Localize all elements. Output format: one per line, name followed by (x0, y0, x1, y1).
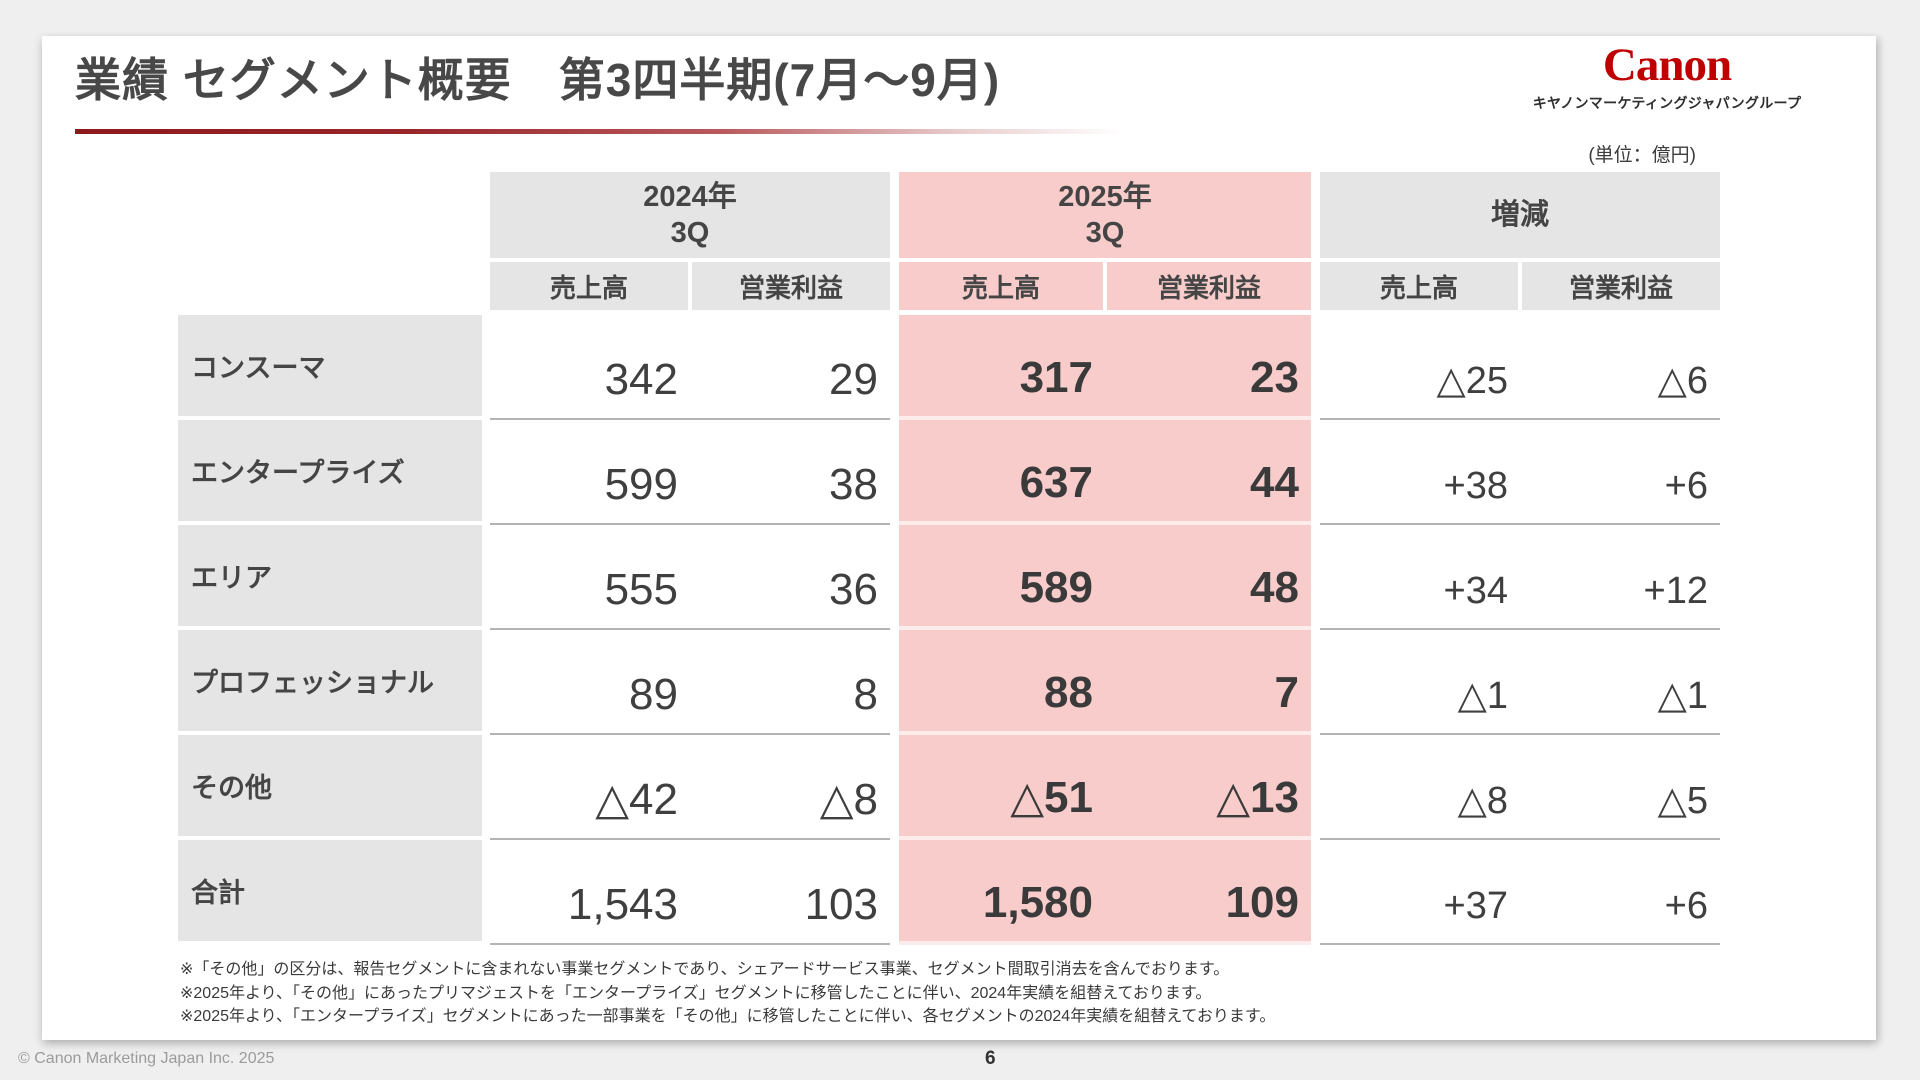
table-row: 637 44 (899, 420, 1311, 525)
footnote: ※2025年より、「エンタープライズ」セグメントにあった一部事業を「その他」に移… (180, 1008, 1276, 1025)
table-row: △42 △8 (490, 735, 890, 840)
subheader-2024-profit: 営業利益 (692, 262, 890, 310)
table-row: 555 36 (490, 525, 890, 630)
table-row-total: 1,580 109 (899, 840, 1311, 945)
cell-2024-sales: 1,543 (567, 880, 678, 929)
table-row: 589 48 (899, 525, 1311, 630)
cell-change-profit: +6 (1664, 885, 1708, 927)
segment-results-table: コンスーマ エンタープライズ エリア プロフェッショナル その他 合計 2024… (178, 172, 1720, 945)
header-2025-3q: 2025年 3Q (899, 172, 1311, 258)
page-number: 6 (985, 1048, 996, 1069)
table-row: +38 +6 (1320, 420, 1720, 525)
table-row: △1 △1 (1320, 630, 1720, 735)
canon-logo: Canon キヤノンマーケティングジャパングループ (1522, 42, 1812, 113)
row-label-other: その他 (178, 735, 482, 836)
cell-2025-profit: 7 (1274, 668, 1299, 717)
cell-2025-profit: △13 (1216, 773, 1299, 822)
cell-change-sales: △8 (1457, 780, 1508, 822)
row-label-area: エリア (178, 525, 482, 626)
cell-change-sales: +38 (1443, 465, 1508, 507)
cell-2024-profit: 38 (829, 460, 878, 509)
cell-change-profit: +6 (1664, 465, 1708, 507)
column-group-2024-3q: 2024年 3Q 売上高 営業利益 342 29 599 38 555 36 8… (490, 172, 890, 945)
title-underline-rule (75, 129, 1153, 134)
cell-2024-profit: 8 (853, 670, 878, 719)
row-label-consumer: コンスーマ (178, 315, 482, 416)
cell-change-sales: +34 (1443, 570, 1508, 612)
subheader-change-sales: 売上高 (1320, 262, 1518, 310)
row-label-column: コンスーマ エンタープライズ エリア プロフェッショナル その他 合計 (178, 172, 482, 945)
cell-2025-sales: 88 (1044, 668, 1093, 717)
cell-2025-sales: △51 (1010, 773, 1093, 822)
cell-2024-sales: 555 (604, 565, 678, 614)
cell-change-profit: △5 (1657, 780, 1708, 822)
cell-change-profit: △1 (1657, 675, 1708, 717)
header-2024-3q: 2024年 3Q (490, 172, 890, 258)
row-label-professional: プロフェッショナル (178, 630, 482, 731)
cell-2024-profit: △8 (819, 775, 878, 824)
subheader-row-2025: 売上高 営業利益 (899, 262, 1311, 310)
cell-change-profit: △6 (1657, 360, 1708, 402)
cell-2024-sales: 89 (629, 670, 678, 719)
table-row: △51 △13 (899, 735, 1311, 840)
subheader-2025-sales: 売上高 (899, 262, 1103, 310)
cell-2024-profit: 29 (829, 355, 878, 404)
cell-2025-sales: 589 (1019, 563, 1093, 612)
cell-2025-sales: 317 (1019, 353, 1093, 402)
cell-2025-profit: 44 (1250, 458, 1299, 507)
cell-2025-profit: 48 (1250, 563, 1299, 612)
header-2024-quarter: 3Q (670, 217, 710, 249)
table-row: 88 7 (899, 630, 1311, 735)
column-group-2025-3q: 2025年 3Q 売上高 営業利益 317 23 637 44 589 48 8… (899, 172, 1311, 945)
table-row: △25 △6 (1320, 315, 1720, 420)
table-row-total: 1,543 103 (490, 840, 890, 945)
header-change-label: 増減 (1490, 198, 1549, 231)
cell-2024-profit: 36 (829, 565, 878, 614)
subheader-row-2024: 売上高 営業利益 (490, 262, 890, 310)
table-row: 342 29 (490, 315, 890, 420)
label-column-spacer (178, 172, 482, 315)
table-row: 89 8 (490, 630, 890, 735)
cell-2025-profit: 109 (1225, 878, 1299, 927)
header-2024-year: 2024年 (643, 180, 737, 213)
table-row: △8 △5 (1320, 735, 1720, 840)
unit-label: (単位：億円) (1588, 145, 1696, 166)
header-change: 増減 (1320, 172, 1720, 258)
cell-change-sales: △1 (1457, 675, 1508, 717)
table-row: 317 23 (899, 315, 1311, 420)
cell-2024-sales: △42 (595, 775, 678, 824)
table-row: 599 38 (490, 420, 890, 525)
footnotes: ※「その他」の区分は、報告セグメントに含まれない事業セグメントであり、シェアード… (180, 958, 1275, 1029)
table-row: +34 +12 (1320, 525, 1720, 630)
copyright-text: © Canon Marketing Japan Inc. 2025 (18, 1050, 275, 1067)
subheader-row-change: 売上高 営業利益 (1320, 262, 1720, 310)
header-2025-quarter: 3Q (1085, 217, 1125, 249)
subheader-change-profit: 営業利益 (1522, 262, 1720, 310)
canon-logo-wordmark: Canon (1602, 39, 1732, 91)
cell-change-sales: +37 (1443, 885, 1508, 927)
column-group-change: 増減 売上高 営業利益 △25 △6 +38 +6 +34 +12 △1 △1 (1320, 172, 1720, 945)
cell-2024-profit: 103 (804, 880, 878, 929)
cell-2025-profit: 23 (1250, 353, 1299, 402)
header-2025-year: 2025年 (1058, 180, 1152, 213)
cell-2025-sales: 637 (1019, 458, 1093, 507)
cell-2024-sales: 342 (604, 355, 678, 404)
row-label-total: 合計 (178, 840, 482, 941)
canon-logo-subtitle: キヤノンマーケティングジャパングループ (1532, 95, 1802, 111)
slide-card: 業績 セグメント概要 第3四半期(7月～9月) Canon キヤノンマーケティン… (42, 36, 1876, 1040)
subheader-2025-profit: 営業利益 (1107, 262, 1311, 310)
footnote: ※2025年より、「その他」にあったプリマジェストを「エンタープライズ」セグメン… (180, 984, 1212, 1002)
table-row-total: +37 +6 (1320, 840, 1720, 945)
row-label-enterprise: エンタープライズ (178, 420, 482, 521)
cell-2025-sales: 1,580 (982, 878, 1093, 927)
cell-change-sales: △25 (1436, 360, 1509, 402)
footnote: ※「その他」の区分は、報告セグメントに含まれない事業セグメントであり、シェアード… (180, 961, 1230, 978)
cell-change-profit: +12 (1643, 570, 1708, 612)
cell-2024-sales: 599 (604, 460, 678, 509)
subheader-2024-sales: 売上高 (490, 262, 688, 310)
page-title: 業績 セグメント概要 第3四半期(7月～9月) (75, 54, 1001, 106)
